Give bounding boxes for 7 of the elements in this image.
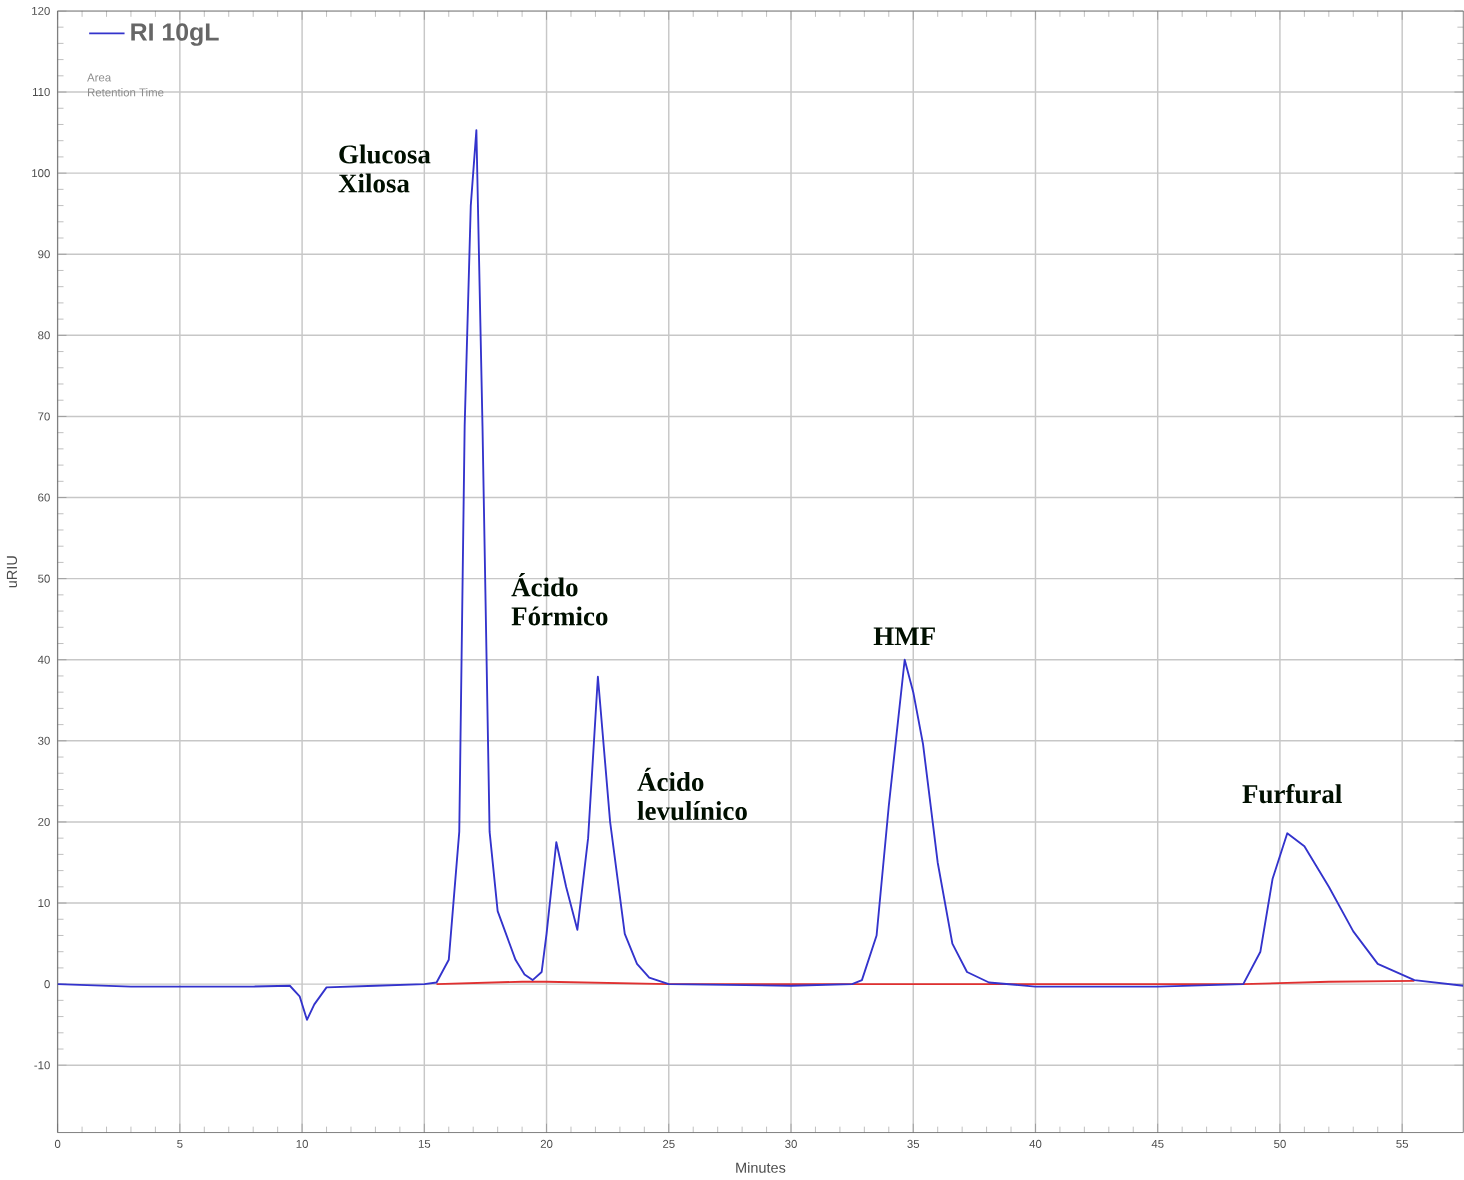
annotation: HMF <box>873 627 935 646</box>
annotation: Furfural <box>1242 784 1342 804</box>
annotation: Ácido levulínico <box>637 767 747 821</box>
line-series <box>57 129 1464 1021</box>
annotation: Glucosa Xilosa <box>338 144 431 193</box>
legend-label: RI 10gL <box>131 23 219 46</box>
annotation: Ácido Fórmico <box>511 573 608 626</box>
